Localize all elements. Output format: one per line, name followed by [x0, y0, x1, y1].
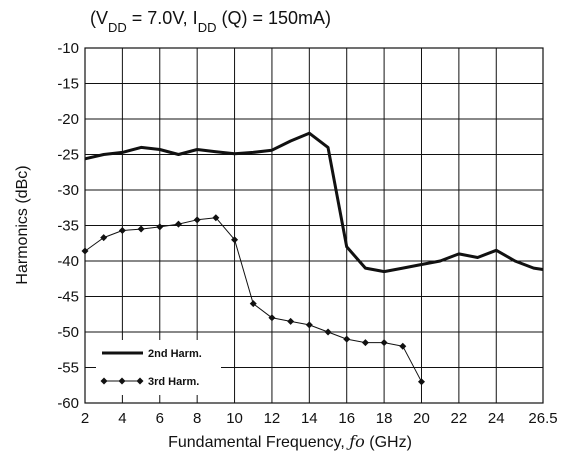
x-tick-label: 2: [81, 410, 89, 427]
legend-3rd-harm-label: 3rd Harm.: [148, 376, 199, 388]
x-tick-label: 4: [118, 410, 126, 427]
y-tick-label: -50: [57, 324, 79, 341]
y-tick-label: -40: [57, 253, 79, 270]
x-tick-label: 8: [193, 410, 201, 427]
x-tick-label: 26.5: [528, 410, 557, 427]
grid-lines: [85, 48, 543, 403]
legend-2nd-harm-label: 2nd Harm.: [148, 348, 202, 360]
data-point-marker: [324, 328, 332, 336]
x-tick-label: 14: [301, 410, 318, 427]
x-tick-label: 20: [413, 410, 430, 427]
y-tick-label: -60: [57, 395, 79, 412]
x-axis-label: Fundamental Frequency, ƒo (GHz): [168, 432, 412, 451]
data-point-marker: [287, 317, 295, 325]
data-point-marker: [399, 342, 407, 350]
series-group: [81, 131, 544, 386]
y-axis-label: Harmonics (dBc): [14, 165, 31, 284]
y-tick-label: -30: [57, 182, 79, 199]
data-point-marker: [118, 226, 126, 234]
data-point-marker: [156, 223, 164, 231]
y-tick-labels: -10 -15 -20 -25 -30 -35 -40 -45 -50 -55 -60: [57, 40, 79, 412]
data-point-marker: [174, 220, 182, 228]
x-tick-label: 10: [226, 410, 243, 427]
x-tick-labels: 2 4 6 8 10 12 14 16 18 20 22 24 26.5: [81, 410, 558, 427]
legend-background: [96, 340, 221, 395]
x-tick-label: 16: [338, 410, 355, 427]
data-point-marker: [212, 214, 220, 222]
data-point-marker: [231, 236, 239, 244]
data-point-marker: [380, 339, 388, 347]
data-point-marker: [268, 314, 276, 322]
y-tick-label: -20: [57, 111, 79, 128]
x-tick-label: 22: [451, 410, 468, 427]
data-point-marker: [249, 300, 257, 308]
series-line-1: [84, 131, 544, 274]
x-tick-label: 18: [376, 410, 393, 427]
x-tick-label: 12: [264, 410, 281, 427]
y-tick-label: -15: [57, 76, 79, 93]
y-tick-label: -10: [57, 40, 79, 57]
chart-title: (VDD = 7.0V, IDD (Q) = 150mA): [90, 8, 331, 35]
y-tick-label: -25: [57, 147, 79, 164]
y-tick-label: -35: [57, 218, 79, 235]
y-tick-label: -45: [57, 289, 79, 306]
x-tick-label: 24: [488, 410, 505, 427]
data-point-marker: [193, 216, 201, 224]
data-point-marker: [100, 234, 108, 242]
data-point-marker: [305, 321, 313, 329]
legend: 2nd Harm. 3rd Harm.: [96, 340, 221, 395]
legend-3rd-harm-markers: [100, 377, 144, 385]
y-tick-label: -55: [57, 360, 79, 377]
data-point-marker: [343, 335, 351, 343]
data-point-marker: [361, 339, 369, 347]
data-point-marker: [417, 378, 425, 386]
plot-frame: [84, 47, 544, 404]
x-tick-label: 6: [156, 410, 164, 427]
data-point-marker: [137, 225, 145, 233]
